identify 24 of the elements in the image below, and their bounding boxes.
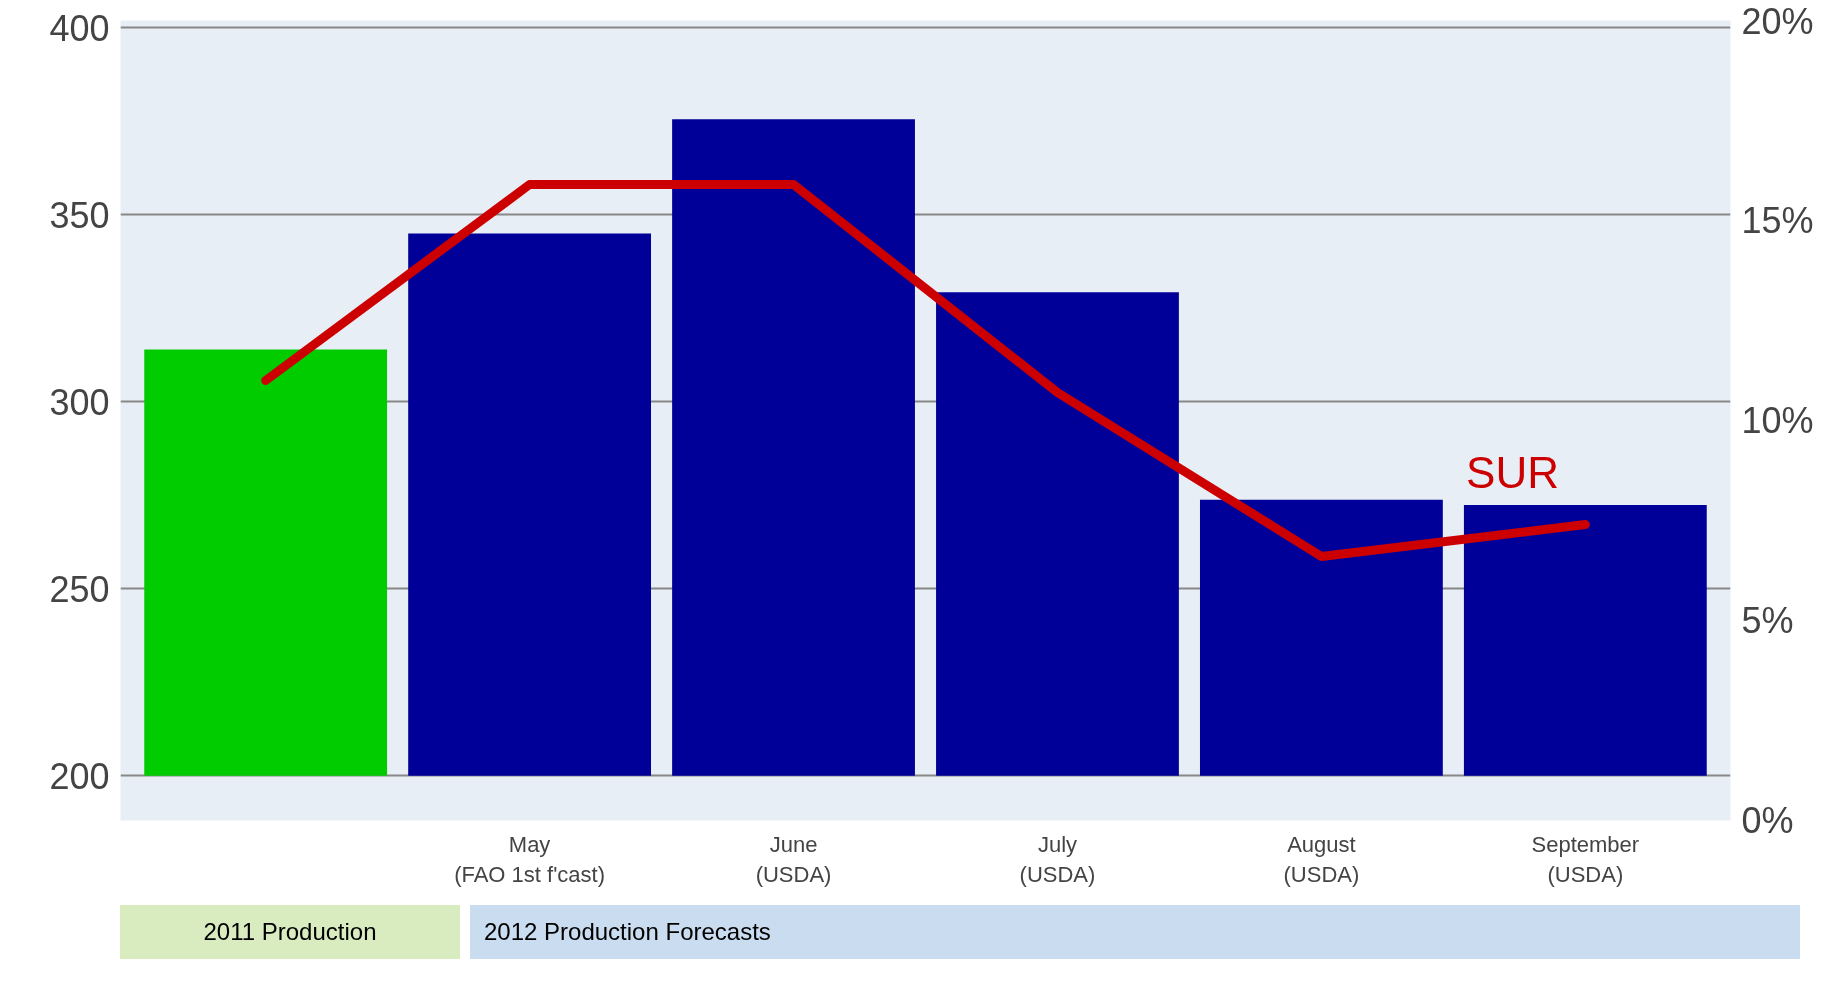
x-tick-label: August (USDA): [1283, 831, 1360, 887]
bar: [1199, 499, 1443, 776]
y-tick-label: 400: [49, 7, 110, 49]
y2-tick-label: 15%: [1741, 200, 1814, 241]
y2-tick-label: 20%: [1741, 0, 1814, 42]
series-label: SUR: [1466, 447, 1559, 497]
bar: [408, 233, 652, 776]
y-tick-label: 350: [49, 194, 110, 236]
bar: [1463, 504, 1707, 776]
x-tick-label: September (USDA): [1531, 831, 1640, 887]
y-tick-label: 200: [49, 755, 110, 797]
bar: [936, 292, 1179, 776]
x-tick-label: July (USDA): [1019, 831, 1096, 887]
y2-tick-label: 0%: [1741, 800, 1794, 841]
y2-tick-label: 10%: [1741, 400, 1814, 441]
y-tick-label: 250: [49, 568, 110, 610]
y-tick-label: 300: [49, 381, 110, 423]
bar: [672, 119, 915, 776]
x-tick-label: June (USDA): [755, 831, 832, 887]
x-tick-label: May (FAO 1st f'cast): [454, 831, 606, 887]
bar: [144, 349, 388, 776]
text: 2011 Production: [120, 905, 460, 960]
y2-tick-label: 5%: [1741, 600, 1794, 641]
text: 2012 Production Forecasts: [470, 905, 1800, 960]
